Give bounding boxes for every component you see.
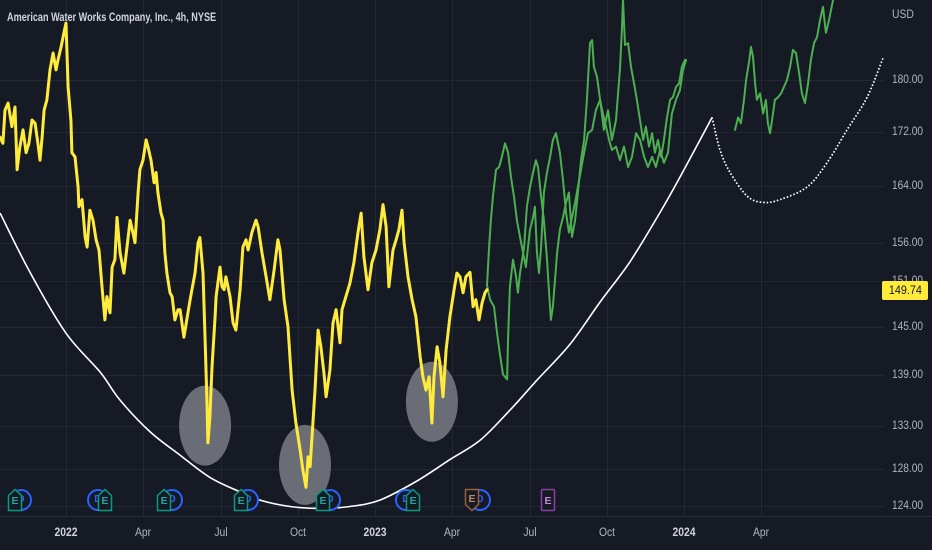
earnings-marker[interactable]: E <box>464 488 480 512</box>
marker-outline <box>540 488 556 512</box>
price-axis-label: 128.00 <box>892 463 923 476</box>
earnings-marker[interactable]: E <box>540 488 556 512</box>
projection-line-green-c <box>734 0 835 135</box>
chart-title: American Water Works Company, Inc., 4h, … <box>7 10 217 24</box>
earnings-shield-icon <box>464 488 480 512</box>
earnings-marker[interactable]: E <box>7 488 23 512</box>
time-axis-label: Jul <box>522 527 537 539</box>
time-axis-label: Oct <box>598 527 615 539</box>
highlight-circle[interactable] <box>179 385 232 466</box>
earnings-shield-icon <box>233 488 249 512</box>
earnings-shield-icon <box>315 488 331 512</box>
highlight-circle[interactable] <box>279 424 331 505</box>
marker-outline <box>405 488 421 512</box>
marker-outline <box>233 488 249 512</box>
marker-outline <box>7 488 23 512</box>
time-axis-label: 2023 <box>363 527 387 539</box>
marker-outline <box>315 488 331 512</box>
marker-outline <box>97 488 113 512</box>
earnings-label: E <box>409 495 417 507</box>
earnings-label: E <box>237 495 245 507</box>
time-axis-label: Apr <box>753 527 770 539</box>
time-axis-label: Apr <box>135 527 152 539</box>
earnings-shield-icon <box>405 488 421 512</box>
earnings-marker[interactable]: E <box>233 488 249 512</box>
price-axis-currency: USD <box>892 9 914 21</box>
last-price-value: 149.74 <box>888 283 922 297</box>
earnings-label: E <box>11 495 19 507</box>
earnings-label: E <box>544 495 552 507</box>
projection-line-green-a <box>486 39 688 381</box>
marker-outline <box>464 488 480 512</box>
cup-curve-drawing[interactable] <box>0 117 713 510</box>
price-axis-label: 172.00 <box>892 125 923 138</box>
earnings-shield-icon <box>97 488 113 512</box>
dividend-label: D <box>476 494 484 505</box>
price-axis-label: 156.00 <box>892 237 923 250</box>
marker-outline <box>156 488 172 512</box>
time-axis[interactable]: 2022 Apr Jul Oct 2023 Apr Jul Oct 2024 A… <box>0 516 932 550</box>
earnings-label: E <box>160 495 168 507</box>
earnings-box-icon <box>540 488 556 512</box>
earnings-marker[interactable]: E <box>315 488 331 512</box>
time-axis-label: 2024 <box>672 527 696 539</box>
price-axis-label: 180.00 <box>892 74 923 86</box>
events-layer: D D D D D D D E E E E E E E E <box>7 488 556 512</box>
time-axis-label: 2022 <box>54 527 78 539</box>
earnings-label: E <box>468 493 476 505</box>
price-axis-label: 133.00 <box>892 419 923 432</box>
earnings-label: E <box>319 495 327 507</box>
price-axis-label: 139.00 <box>892 369 923 382</box>
time-axis-label: Oct <box>289 527 306 539</box>
time-axis-label: Jul <box>213 527 228 539</box>
price-axis-label: 164.00 <box>892 180 923 193</box>
last-price-badge: 149.74 <box>882 281 928 300</box>
time-axis-label: Apr <box>444 527 461 539</box>
price-line-yellow <box>0 21 489 489</box>
earnings-shield-icon <box>7 488 23 512</box>
earnings-marker[interactable]: E <box>97 488 113 512</box>
earnings-marker[interactable]: E <box>156 488 172 512</box>
dividend-label: D <box>168 494 176 505</box>
earnings-label: E <box>101 495 109 507</box>
projection-line-green-b <box>486 0 686 287</box>
earnings-shield-icon <box>156 488 172 512</box>
price-axis-label: 145.00 <box>892 320 923 333</box>
earnings-marker[interactable]: E <box>405 488 421 512</box>
price-axis-label: 124.00 <box>892 499 923 512</box>
chart-plot-area[interactable] <box>0 0 884 516</box>
